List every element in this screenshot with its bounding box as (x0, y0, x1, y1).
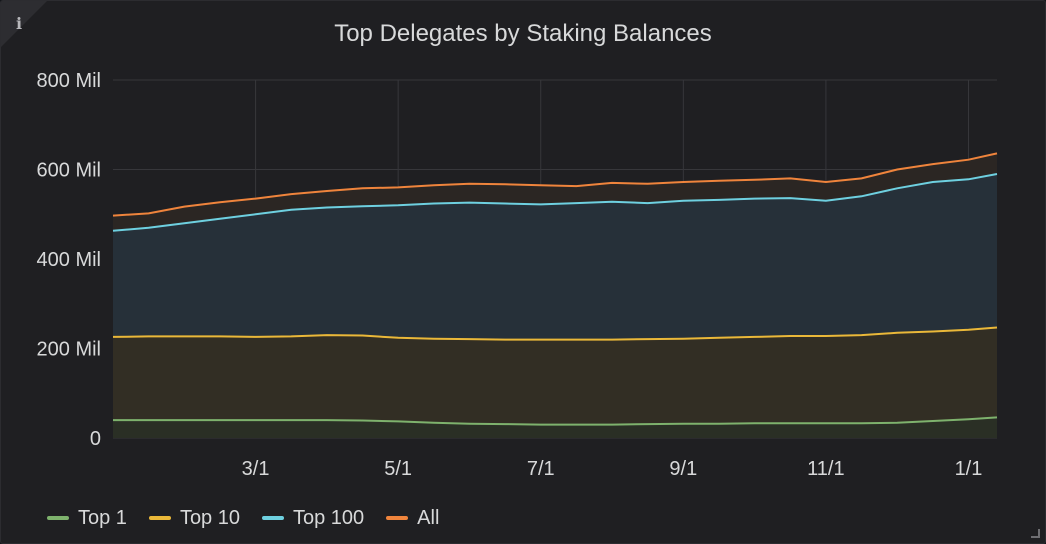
y-tick-label-4: 800 Mil (37, 70, 101, 92)
chart-title[interactable]: Top Delegates by Staking Balances (334, 20, 712, 47)
x-tick-label-0: 3/1 (242, 458, 270, 480)
series-line-all (112, 152, 998, 217)
series-line-top-1 (113, 416, 998, 426)
legend-item-all[interactable]: All (386, 507, 439, 530)
legend-item-top-10[interactable]: Top 10 (148, 506, 240, 530)
series-line-top-10 (112, 326, 998, 341)
legend-item-top-1[interactable]: Top 1 (47, 507, 127, 530)
legend-item-top-100[interactable]: Top 100 (262, 507, 364, 530)
y-tick-label-0: 0 (90, 428, 101, 450)
y-tick-label-2: 400 Mil (37, 249, 101, 271)
info-icon[interactable]: i (16, 14, 23, 33)
legend-label-top-100: Top 100 (293, 506, 365, 529)
legend-swatch-top-1 (47, 516, 69, 520)
series-area-top-10 (113, 327, 997, 438)
y-tick-label-3: 600 Mil (37, 160, 101, 182)
y-tick-label-1: 200 Mil (37, 339, 101, 361)
legend: Top 1 Top 10 Top 100 All (47, 504, 461, 532)
series-line-top-100 (112, 173, 998, 232)
legend-label-top-1: Top 1 (78, 506, 127, 529)
x-tick-label-3: 9/1 (669, 458, 697, 480)
series-area-top-1 (113, 417, 997, 438)
chart-plot: 0 200 Mil 400 Mil 600 Mil 800 Mil 3/1 5/1 7/1 9/… (37, 70, 998, 480)
x-tick-label-2: 7/1 (527, 458, 555, 480)
legend-swatch-top-100 (262, 516, 284, 520)
x-tick-label-1: 5/1 (384, 458, 412, 480)
legend-label-top-10: Top 10 (179, 506, 240, 529)
x-tick-label-4: 11/1 (807, 458, 844, 480)
x-tick-label-5: 1/1 (955, 458, 983, 480)
resize-handle[interactable] (1031, 529, 1040, 538)
legend-swatch-all (386, 516, 409, 520)
info-corner[interactable] (1, 1, 47, 47)
legend-label-all: All (417, 506, 440, 529)
legend-swatch-top-10 (148, 516, 171, 520)
